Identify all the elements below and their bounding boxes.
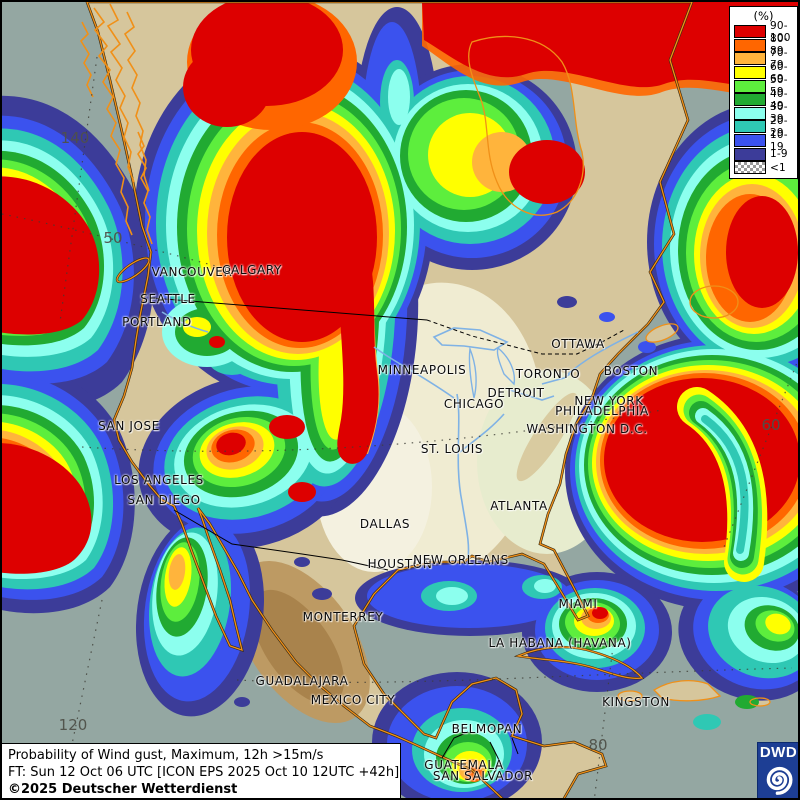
city-label: SAN DIEGO bbox=[127, 493, 201, 507]
dwd-logo: DWD bbox=[757, 742, 798, 798]
legend-label: 60-69 bbox=[770, 60, 788, 85]
legend-label: 90-100 bbox=[770, 19, 791, 44]
legend-swatch bbox=[734, 106, 766, 120]
graticule-label: 140 bbox=[60, 129, 90, 147]
city-label: HOUSTON bbox=[367, 557, 433, 571]
fjord-coast bbox=[79, 3, 153, 245]
legend-swatch bbox=[734, 79, 766, 93]
borders bbox=[151, 297, 625, 779]
legend-label: 10-19 bbox=[770, 128, 788, 153]
city-label: DETROIT bbox=[487, 386, 545, 400]
legend-swatch bbox=[734, 134, 766, 148]
city-label: BELMOPAN bbox=[451, 722, 523, 736]
city-label: MINNEAPOLIS bbox=[377, 363, 467, 377]
coastlines bbox=[79, 2, 771, 798]
legend-row: 70-79 bbox=[730, 47, 797, 71]
city-label: MIAMI bbox=[558, 597, 598, 611]
legend-label: 20-29 bbox=[770, 114, 788, 139]
legend-rows: 90-100 80-89 70-79 60-69 50-59 40-49 30-39 20-2… bbox=[730, 20, 797, 175]
graticule-label: 60 bbox=[761, 416, 781, 434]
legend-row: 20-29 bbox=[730, 115, 797, 139]
city-label: ST. LOUIS bbox=[420, 442, 484, 456]
graticule-label: 50 bbox=[103, 229, 123, 247]
legend-row: 10-19 bbox=[730, 129, 797, 153]
legend-swatch bbox=[734, 38, 766, 52]
legend-row: 80-89 bbox=[730, 33, 797, 57]
city-label: LA HABANA (HAVANA) bbox=[488, 636, 632, 650]
graticule-label: 80 bbox=[588, 736, 608, 754]
legend-label: 40-49 bbox=[770, 87, 788, 112]
legend-label: <1 bbox=[770, 161, 786, 174]
atlantic-band bbox=[677, 387, 768, 582]
city-label: SAN SALVADOR bbox=[432, 769, 534, 783]
graticule-label: 120 bbox=[58, 716, 88, 734]
city-label: OTTAWA bbox=[551, 337, 605, 351]
dwd-logo-text: DWD bbox=[759, 744, 798, 761]
city-label: PORTLAND bbox=[122, 315, 192, 329]
city-label: ATLANTA bbox=[490, 499, 548, 513]
legend-label: 30-39 bbox=[770, 101, 788, 126]
city-label: WASHINGTON D.C. bbox=[526, 422, 648, 436]
legend-label: 50-59 bbox=[770, 74, 788, 99]
legend-label: 1-9 bbox=[770, 148, 788, 161]
city-label: NEW YORK bbox=[574, 394, 644, 408]
legend-swatch bbox=[734, 66, 766, 80]
city-label: SEATTLE bbox=[140, 292, 196, 306]
legend-row: 60-69 bbox=[730, 61, 797, 85]
product-copyright: ©2025 Deutscher Wetterdienst bbox=[8, 782, 238, 797]
legend-swatch bbox=[734, 161, 766, 175]
city-label: KINGSTON bbox=[602, 695, 670, 709]
product-title: Probability of Wind gust, Maximum, 12h >… bbox=[8, 748, 324, 763]
city-label: CHICAGO bbox=[443, 397, 505, 411]
dwd-spiral-icon bbox=[766, 766, 793, 795]
city-label: PHILADELPHIA bbox=[555, 404, 649, 418]
legend-row: 30-39 bbox=[730, 101, 797, 125]
city-label: NEW ORLEANS bbox=[413, 553, 509, 567]
cuba-storm-core bbox=[566, 604, 620, 644]
legend-header: (%) bbox=[753, 9, 774, 23]
legend-swatch bbox=[734, 93, 766, 107]
product-validtime: FT: Sun 12 Oct 06 UTC [ICON EPS 2025 Oct… bbox=[8, 765, 400, 780]
city-label: VANCOUVER bbox=[151, 265, 233, 279]
city-label: SAN JOSE bbox=[98, 419, 160, 433]
legend-swatch bbox=[734, 147, 766, 161]
legend: (%) 90-100 80-89 70-79 60-69 50-59 40-49 30-39… bbox=[729, 6, 798, 179]
rivers-lakes bbox=[161, 311, 639, 559]
legend-label: 70-79 bbox=[770, 46, 788, 71]
legend-swatch bbox=[734, 120, 766, 134]
legend-row: 90-100 bbox=[730, 20, 797, 44]
legend-row: 50-59 bbox=[730, 74, 797, 98]
legend-swatch bbox=[734, 25, 766, 39]
legend-swatch bbox=[734, 52, 766, 66]
city-label: MONTERREY bbox=[302, 610, 384, 624]
legend-label: 80-89 bbox=[770, 33, 788, 58]
product-info-box: Probability of Wind gust, Maximum, 12h >… bbox=[2, 743, 401, 798]
legend-row: 1-9 bbox=[730, 147, 797, 161]
legend-row: <1 bbox=[730, 161, 797, 175]
city-label: MEXICO CITY bbox=[310, 693, 396, 707]
city-label: GUATEMALA bbox=[424, 758, 504, 772]
city-label: DALLAS bbox=[359, 517, 411, 531]
legend-row: 40-49 bbox=[730, 88, 797, 112]
city-label: BOSTON bbox=[603, 364, 659, 378]
city-label: LOS ANGELES bbox=[114, 473, 204, 487]
city-label: CALGARY bbox=[222, 263, 282, 277]
graticule bbox=[2, 56, 798, 798]
city-label: TORONTO bbox=[515, 367, 581, 381]
city-label: GUADALAJARA bbox=[255, 674, 349, 688]
